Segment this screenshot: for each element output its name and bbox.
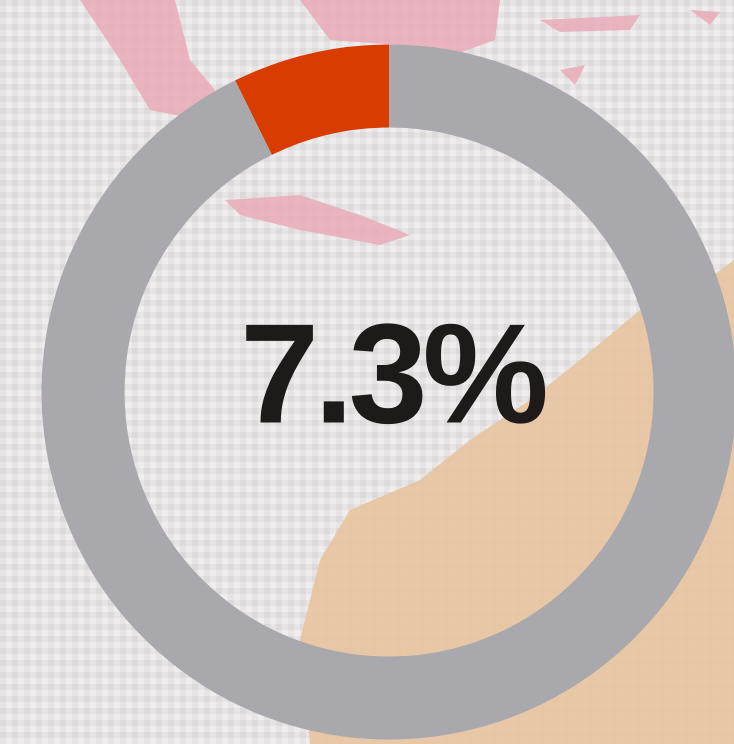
donut	[41, 44, 734, 740]
donut-segment	[41, 44, 734, 740]
donut-segment	[235, 44, 390, 156]
center-label: 7.3%	[240, 295, 545, 454]
